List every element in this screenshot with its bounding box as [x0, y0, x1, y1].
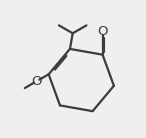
Text: O: O [31, 75, 42, 88]
Text: O: O [97, 25, 108, 38]
